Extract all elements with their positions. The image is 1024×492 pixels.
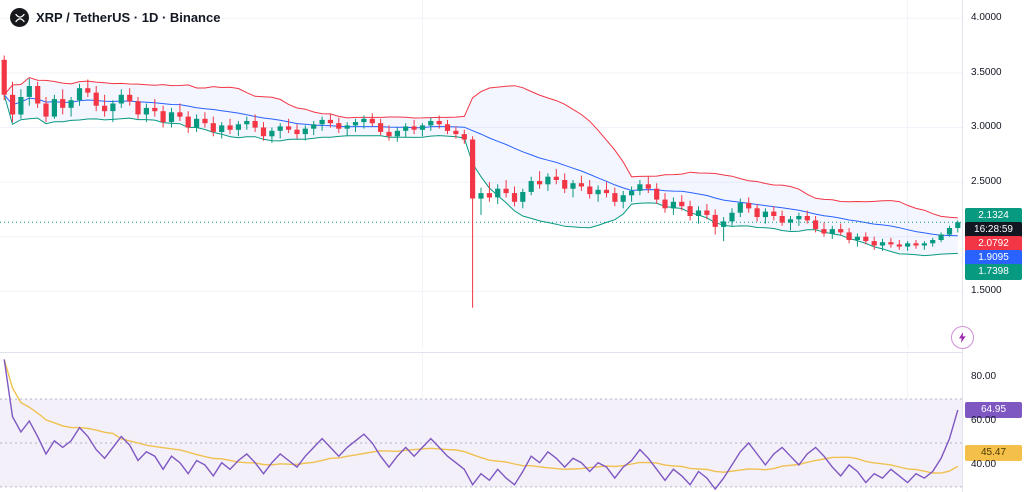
- rsi-value-badge: 64.95: [965, 402, 1022, 418]
- candlestick-chart[interactable]: [0, 0, 962, 348]
- axis-tick-label: 2.5000: [971, 176, 1002, 187]
- symbol-legend[interactable]: XRP / TetherUS · 1D · Binance: [10, 8, 220, 27]
- countdown-badge: 16:28:59: [965, 222, 1022, 238]
- rsi-chart[interactable]: [0, 353, 962, 492]
- axis-tick-label: 1.5000: [971, 285, 1002, 296]
- rsi-ma-badge: 45.47: [965, 445, 1022, 461]
- axis-tick-label: 80.00: [971, 371, 997, 382]
- xrp-logo-icon: [10, 8, 29, 27]
- last-price-badge: 2.1324: [965, 208, 1022, 224]
- pane-divider[interactable]: [0, 352, 1024, 353]
- axis-tick-label: 60.00: [971, 415, 997, 426]
- lightning-icon: [958, 332, 966, 343]
- bb-upper-badge: 2.0792: [965, 236, 1022, 252]
- price-axis[interactable]: 2.1324 16:28:59 2.0792 1.9095 1.7398 64.…: [962, 0, 1024, 492]
- axis-tick-label: 40.00: [971, 459, 997, 470]
- price-chart-pane[interactable]: [0, 0, 962, 348]
- axis-tick-label: 3.0000: [971, 121, 1002, 132]
- axis-tick-label: 4.0000: [971, 12, 1002, 23]
- instant-trade-button[interactable]: [951, 326, 974, 349]
- rsi-pane[interactable]: [0, 353, 962, 492]
- symbol-title[interactable]: XRP / TetherUS · 1D · Binance: [36, 10, 221, 25]
- bb-lower-badge: 1.7398: [965, 264, 1022, 280]
- bb-basis-badge: 1.9095: [965, 250, 1022, 266]
- axis-tick-label: 3.5000: [971, 67, 1002, 78]
